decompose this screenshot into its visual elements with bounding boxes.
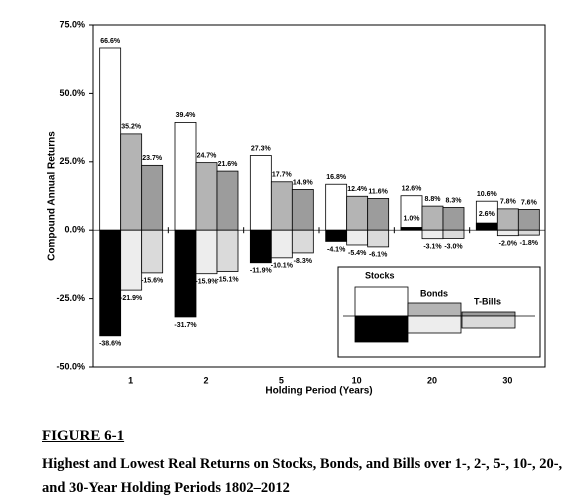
x-tick-label: 2 (203, 375, 208, 385)
low-label: -15.9% (195, 279, 218, 286)
high-label: 35.2% (121, 124, 142, 131)
low-bar (442, 229, 465, 239)
high-bar (270, 181, 293, 231)
high-label: 12.6% (402, 186, 423, 193)
legend-swatch-high (461, 311, 516, 317)
chart: Compound Annual Returns Holding Period (… (47, 19, 546, 397)
high-label: 21.6% (218, 161, 239, 168)
low-label: -15.6% (141, 278, 164, 285)
high-bar (346, 195, 369, 231)
high-label: 27.3% (251, 145, 272, 152)
low-label: -6.1% (369, 252, 388, 259)
figure-label: FIGURE 6-1 (42, 428, 125, 444)
low-bar (195, 229, 218, 275)
high-bar (325, 183, 348, 231)
x-tick-label: 1 (128, 375, 133, 385)
low-bar (517, 229, 540, 236)
low-label: -21.9% (120, 295, 143, 302)
high-bar (249, 155, 272, 231)
y-tick-label: 25.0% (59, 156, 85, 166)
low-bar (270, 229, 293, 259)
low-bar (325, 229, 348, 242)
high-label: 8.3% (446, 197, 463, 204)
low-bar (216, 229, 239, 272)
y-tick-label: 75.0% (59, 19, 85, 29)
low-label: -11.9% (250, 268, 273, 275)
high-label: 8.8% (425, 196, 442, 203)
high-label: 7.8% (500, 199, 517, 206)
x-tick-label: 5 (279, 375, 284, 385)
low-bar (120, 229, 143, 291)
legend-swatch-high (407, 302, 462, 317)
low-label: -38.6% (99, 341, 122, 348)
legend-swatch-high (354, 286, 409, 317)
high-label: 23.7% (142, 155, 163, 162)
y-tick-label: 50.0% (59, 88, 85, 98)
legend-swatch-low (407, 315, 462, 334)
low-label: -2.0% (499, 241, 518, 248)
low-label: -5.4% (348, 250, 367, 257)
high-label: 10.6% (477, 191, 498, 198)
high-bar (216, 170, 239, 231)
high-label: 11.6% (368, 188, 388, 195)
low-label: 2.6% (479, 211, 496, 218)
low-bar (174, 229, 197, 318)
low-label: -3.0% (444, 243, 463, 250)
high-bar (291, 189, 314, 231)
low-bar (141, 229, 164, 274)
low-label: -8.3% (294, 258, 313, 265)
x-axis-title: Holding Period (Years) (265, 386, 372, 397)
low-label: 1.0% (404, 215, 421, 222)
low-label: -1.8% (520, 240, 539, 247)
low-bar (496, 229, 519, 237)
high-bar (141, 164, 164, 231)
low-bar (421, 229, 444, 240)
legend-label: T-Bills (474, 296, 501, 306)
low-bar (400, 227, 423, 231)
low-label: -15.1% (216, 276, 239, 283)
high-label: 16.8% (326, 174, 347, 181)
high-bar (442, 207, 465, 231)
low-bar (291, 229, 314, 254)
high-bar (496, 208, 519, 231)
high-bar (99, 47, 122, 231)
high-bar (517, 209, 540, 231)
high-label: 24.7% (197, 152, 218, 159)
y-tick-label: 0.0% (64, 225, 85, 235)
low-label: -10.1% (271, 263, 294, 270)
high-bar (195, 162, 218, 231)
high-label: 14.9% (293, 179, 314, 186)
high-label: 12.4% (347, 186, 368, 193)
low-label: -4.1% (327, 246, 346, 253)
legend-label: Stocks (365, 270, 395, 280)
high-bar (367, 198, 390, 231)
low-bar (475, 222, 498, 231)
high-bar (421, 205, 444, 231)
low-label: -3.1% (423, 244, 442, 251)
low-bar (367, 229, 390, 248)
low-bar (99, 229, 122, 337)
legend-label: Bonds (420, 288, 448, 298)
x-tick-label: 20 (427, 375, 437, 385)
high-bar (174, 122, 197, 231)
x-tick-label: 10 (352, 375, 362, 385)
low-bar (249, 229, 272, 264)
high-bar (120, 133, 143, 231)
figure-caption: Highest and Lowest Real Returns on Stock… (42, 456, 563, 496)
y-axis-title: Compound Annual Returns (47, 131, 58, 261)
high-label: 66.6% (100, 38, 121, 45)
high-bar (400, 195, 423, 231)
y-tick-label: -25.0% (56, 293, 85, 303)
plot-frame (92, 24, 546, 368)
y-tick-label: -50.0% (56, 361, 85, 371)
low-bar (346, 229, 369, 246)
legend-swatch-low (354, 315, 409, 343)
x-tick-label: 30 (502, 375, 512, 385)
low-label: -31.7% (174, 322, 197, 329)
high-label: 39.4% (176, 112, 197, 119)
high-label: 17.7% (272, 172, 293, 179)
high-label: 7.6% (521, 199, 538, 206)
legend-swatch-low (461, 315, 516, 329)
